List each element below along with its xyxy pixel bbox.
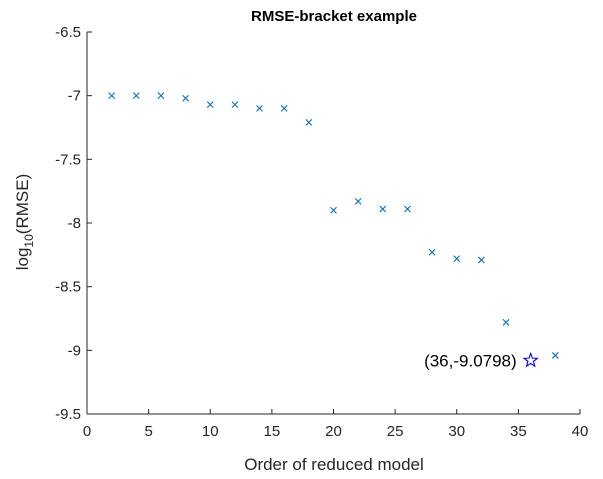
data-point-x-marker <box>551 352 559 359</box>
data-point-x-marker <box>453 255 461 263</box>
x-tick-label: 35 <box>510 423 527 440</box>
data-point-x-marker <box>305 119 313 126</box>
x-tick-label: 30 <box>448 423 465 440</box>
y-tick-label: -7.5 <box>55 151 81 168</box>
data-point-x-marker <box>478 256 485 264</box>
y-tick-label: -8 <box>68 215 81 232</box>
x-tick-label: 15 <box>264 423 281 440</box>
y-tick-label: -9.5 <box>55 406 81 423</box>
data-point-x-marker <box>354 197 362 205</box>
y-axis-label-subscript: 10 <box>22 234 36 248</box>
data-point-x-marker <box>182 94 189 102</box>
data-point-x-marker <box>157 92 165 100</box>
data-point-x-marker <box>108 92 116 100</box>
data-point-x-marker <box>502 318 510 326</box>
y-tick-label: -7 <box>68 88 81 105</box>
data-point-x-marker <box>256 105 263 112</box>
data-point-x-marker <box>231 101 239 108</box>
y-tick-label: -6.5 <box>55 24 81 41</box>
data-point-x-marker <box>330 206 337 214</box>
y-axis-label-main: log <box>13 248 32 271</box>
data-point-x-marker <box>379 205 387 213</box>
data-point-x-marker <box>280 105 288 112</box>
data-point-x-marker <box>404 205 411 213</box>
y-tick-label: -8.5 <box>55 279 81 296</box>
highlight-star-marker <box>522 351 539 368</box>
chart-title: RMSE-bracket example <box>251 8 417 25</box>
y-axis-label: log10(RMSE) <box>13 174 36 271</box>
ticks: 0 5 10 15 20 25 30 35 40 -6.5 -7 -7.5 -8 -8.5 -9 -9.5 <box>55 24 588 440</box>
x-tick-label: 20 <box>325 423 342 440</box>
x-tick-label: 25 <box>387 423 404 440</box>
data-point-x-marker <box>132 92 140 100</box>
data-point-x-marker <box>206 101 214 108</box>
x-tick-label: 40 <box>572 423 589 440</box>
y-tick-label: -9 <box>68 342 81 359</box>
x-tick-label: 10 <box>202 423 219 440</box>
y-axis-label-tail: (RMSE) <box>13 174 32 234</box>
data-point-x-marker <box>428 248 436 256</box>
point-annotation: (36,-9.0798) <box>424 351 517 370</box>
x-tick-label: 5 <box>144 423 152 440</box>
x-axis-label: Order of reduced model <box>244 455 424 474</box>
data-marks: (36,-9.0798) <box>108 92 559 370</box>
x-tick-label: 0 <box>83 423 91 440</box>
